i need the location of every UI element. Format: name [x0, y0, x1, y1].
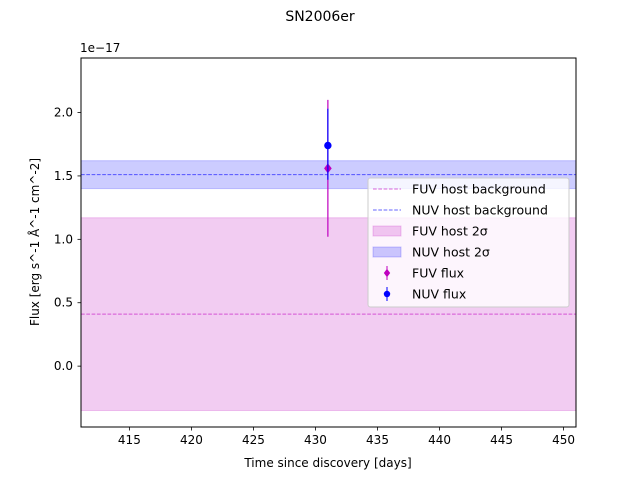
- legend-label: FUV host 2σ: [412, 224, 488, 239]
- y-tick-label: 1.5: [54, 169, 73, 183]
- chart-title: SN2006er: [285, 9, 355, 25]
- legend-box: [367, 177, 570, 308]
- x-tick-label: 425: [242, 433, 265, 447]
- x-tick-label: 440: [428, 433, 451, 447]
- y-tick-label: 0.0: [54, 359, 73, 373]
- x-tick-label: 450: [552, 433, 575, 447]
- y-axis-label: Flux [erg s^-1 Å^-1 cm^-2]: [27, 158, 42, 326]
- y-tick-label: 2.0: [54, 106, 73, 120]
- x-tick-label: 420: [180, 433, 203, 447]
- legend-swatch: [383, 290, 391, 298]
- legend-entry-nuv-flux: NUV flux: [383, 287, 466, 302]
- legend-entry-fuv-host-background: FUV host background: [373, 182, 546, 197]
- x-axis-label: Time since discovery [days]: [243, 456, 411, 470]
- y-tick-label: 1.0: [54, 232, 73, 246]
- legend-label: FUV host background: [412, 182, 546, 197]
- legend-swatch: [372, 225, 402, 237]
- legend-swatch: [383, 268, 391, 278]
- y-tick-label: 0.5: [54, 296, 73, 310]
- x-tick-label: 430: [304, 433, 327, 447]
- legend-swatch: [372, 246, 402, 258]
- legend-label: NUV host 2σ: [412, 245, 490, 260]
- point-nuv-flux: [324, 141, 332, 150]
- legend: FUV host background NUV host background FU…: [367, 177, 570, 308]
- legend-entry-nuv-host-2sigma: NUV host 2σ: [372, 245, 490, 260]
- legend-entry-nuv-host-background: NUV host background: [373, 203, 548, 218]
- legend-entry-fuv-flux: FUV flux: [383, 266, 464, 281]
- legend-label: NUV host background: [412, 203, 548, 218]
- legend-label: FUV flux: [412, 266, 464, 281]
- axes-frame: [80, 57, 577, 428]
- x-tick-label: 445: [490, 433, 513, 447]
- legend-entry-fuv-host-2sigma: FUV host 2σ: [372, 224, 488, 239]
- x-tick-label: 415: [118, 433, 141, 447]
- x-tick-label: 435: [366, 433, 389, 447]
- y-offset-label: 1e−17: [80, 41, 120, 55]
- legend-label: NUV flux: [412, 287, 466, 302]
